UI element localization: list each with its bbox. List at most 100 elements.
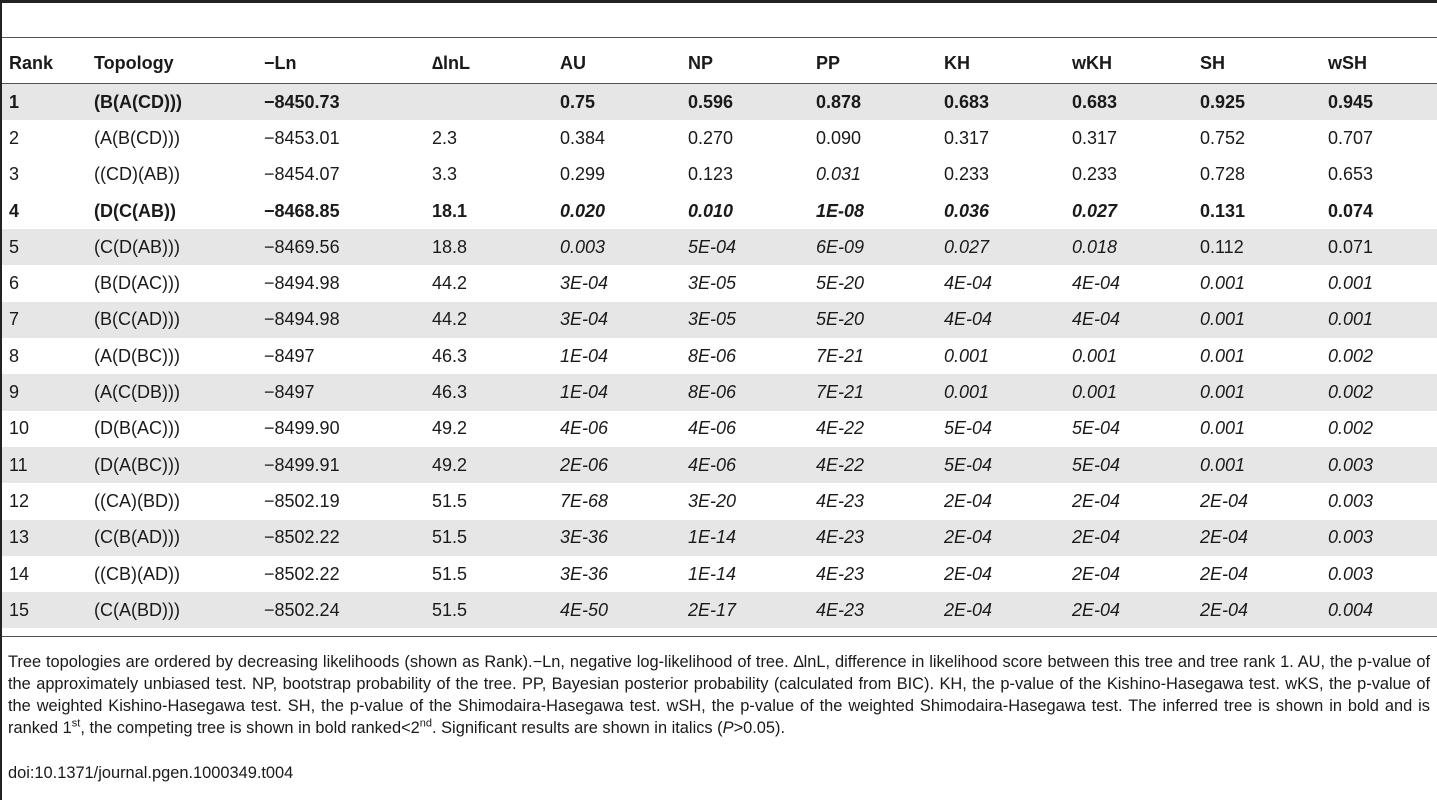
cell-neg-ln: −8499.90 xyxy=(264,418,340,439)
footnote-p-symbol: P xyxy=(722,719,734,737)
cell-sh: 0.001 xyxy=(1193,446,1321,484)
cell-au: 3E-04 xyxy=(553,301,681,339)
cell-np: 1E-14 xyxy=(681,519,809,556)
cell-wsh: 0.002 xyxy=(1328,418,1374,439)
table-row: 3 ((CD)(AB)) −8454.07 3.3 0.299 0.123 0.031 0.2… xyxy=(2,157,1437,193)
cell-delta-lnl: 51.5 xyxy=(425,592,553,629)
cell-topology: (D(A(BC))) xyxy=(87,446,257,484)
col-header-rank: Rank xyxy=(2,43,87,84)
doi-link[interactable]: doi:10.1371/journal.pgen.1000349.t004 xyxy=(8,764,294,782)
cell-wkh: 4E-04 xyxy=(1072,273,1121,294)
footnote-text-1: Tree topologies are ordered by decreasin… xyxy=(8,653,1430,737)
cell-pp: 7E-21 xyxy=(809,374,937,411)
cell-np: 0.010 xyxy=(688,200,734,221)
table-row: 6 (B(D(AC))) −8494.98 44.2 3E-04 3E-05 5E-20 4E… xyxy=(2,265,1437,301)
bottom-rule xyxy=(2,636,1437,637)
cell-rank: 7 xyxy=(2,301,87,339)
results-table: Rank Topology −Ln ∆lnL AU NP PP KH wKH S… xyxy=(2,43,1437,629)
cell-wkh: 0.001 xyxy=(1072,345,1118,366)
cell-au: 2E-06 xyxy=(553,446,681,484)
header-rule xyxy=(2,37,1437,38)
cell-neg-ln: −8494.98 xyxy=(257,301,425,339)
cell-topology: (A(D(BC))) xyxy=(94,345,180,366)
cell-rank: 12 xyxy=(9,490,30,511)
cell-au: 7E-68 xyxy=(560,490,609,511)
cell-neg-ln: −8502.19 xyxy=(264,490,340,511)
footnote-text-3: . Significant results are shown in itali… xyxy=(432,719,723,737)
cell-rank: 2 xyxy=(9,127,20,148)
cell-wkh: 5E-04 xyxy=(1072,418,1121,439)
cell-topology: (B(A(CD))) xyxy=(87,83,257,121)
cell-rank: 3 xyxy=(9,164,20,185)
cell-wsh: 0.074 xyxy=(1328,200,1374,221)
cell-topology: (B(C(AD))) xyxy=(87,301,257,339)
cell-np: 8E-06 xyxy=(688,345,737,366)
cell-pp: 4E-23 xyxy=(809,519,937,556)
cell-delta-lnl: 49.2 xyxy=(425,446,553,484)
cell-delta-lnl xyxy=(425,83,553,121)
cell-neg-ln: −8450.73 xyxy=(257,83,425,121)
cell-pp: 7E-21 xyxy=(816,345,865,366)
cell-wkh: 0.001 xyxy=(1065,374,1193,411)
table-row: 14 ((CB)(AD)) −8502.22 51.5 3E-36 1E-14 4E-23 2… xyxy=(2,556,1437,592)
cell-topology: ((CD)(AB)) xyxy=(94,164,180,185)
table-row: 9 (A(C(DB))) −8497 46.3 1E-04 8E-06 7E-21 0.001… xyxy=(2,374,1437,411)
header-row: Rank Topology −Ln ∆lnL AU NP PP KH wKH S… xyxy=(2,43,1437,84)
cell-au: 4E-50 xyxy=(553,592,681,629)
cell-pp: 4E-23 xyxy=(816,490,865,511)
cell-wsh: 0.003 xyxy=(1321,446,1437,484)
cell-neg-ln: −8502.22 xyxy=(264,563,340,584)
cell-delta-lnl: 18.8 xyxy=(425,229,553,266)
cell-sh: 0.001 xyxy=(1200,345,1246,366)
cell-pp: 0.878 xyxy=(809,83,937,121)
cell-topology: ((CB)(AD)) xyxy=(94,563,180,584)
cell-kh: 0.001 xyxy=(937,374,1065,411)
cell-kh: 0.001 xyxy=(944,345,990,366)
cell-topology: (A(B(CD))) xyxy=(94,127,180,148)
cell-topology: ((CA)(BD)) xyxy=(94,490,180,511)
table-row: 4 (D(C(AB)) −8468.85 18.1 0.020 0.010 1E-08 0.0… xyxy=(2,193,1437,229)
cell-kh: 4E-04 xyxy=(937,301,1065,339)
cell-topology: (A(C(DB))) xyxy=(87,374,257,411)
cell-rank: 13 xyxy=(2,519,87,556)
cell-wsh: 0.003 xyxy=(1328,490,1374,511)
cell-sh: 0.131 xyxy=(1200,200,1246,221)
table-row: 11 (D(A(BC))) −8499.91 49.2 2E-06 4E-06 4E-22 5… xyxy=(2,446,1437,484)
cell-au: 0.75 xyxy=(553,83,681,121)
cell-pp: 4E-22 xyxy=(809,446,937,484)
cell-neg-ln: −8502.22 xyxy=(257,519,425,556)
cell-wsh: 0.003 xyxy=(1321,519,1437,556)
cell-kh: 2E-04 xyxy=(937,519,1065,556)
cell-kh: 0.683 xyxy=(937,83,1065,121)
cell-wsh: 0.945 xyxy=(1321,83,1437,121)
cell-au: 1E-04 xyxy=(560,345,609,366)
cell-delta-lnl: 46.3 xyxy=(425,374,553,411)
cell-sh: 0.112 xyxy=(1193,229,1321,266)
col-header-kh: KH xyxy=(937,43,1065,84)
cell-topology: (C(D(AB))) xyxy=(87,229,257,266)
cell-topology: (C(B(AD))) xyxy=(87,519,257,556)
cell-sh: 0.001 xyxy=(1193,301,1321,339)
col-header-delta-lnl: ∆lnL xyxy=(425,43,553,84)
cell-delta-lnl: 51.5 xyxy=(425,519,553,556)
table-row: 15 (C(A(BD))) −8502.24 51.5 4E-50 2E-17 4E-23 2… xyxy=(2,592,1437,629)
cell-np: 8E-06 xyxy=(681,374,809,411)
cell-neg-ln: −8453.01 xyxy=(264,127,340,148)
col-header-pp: PP xyxy=(809,43,937,84)
cell-rank: 14 xyxy=(9,563,30,584)
cell-sh: 0.001 xyxy=(1193,374,1321,411)
cell-pp: 0.031 xyxy=(816,164,862,185)
col-header-neg-ln: −Ln xyxy=(257,43,425,84)
cell-neg-ln: −8494.98 xyxy=(264,273,340,294)
footnote-text-4: >0.05). xyxy=(733,719,786,737)
cell-wkh: 0.233 xyxy=(1072,164,1118,185)
col-header-wsh: wSH xyxy=(1321,43,1437,84)
cell-kh: 2E-04 xyxy=(944,490,993,511)
top-border xyxy=(0,0,1437,3)
cell-wsh: 0.071 xyxy=(1321,229,1437,266)
cell-rank: 9 xyxy=(2,374,87,411)
cell-wkh: 4E-04 xyxy=(1065,301,1193,339)
cell-au: 0.384 xyxy=(560,127,606,148)
cell-np: 4E-06 xyxy=(688,418,737,439)
cell-sh: 0.728 xyxy=(1200,164,1246,185)
